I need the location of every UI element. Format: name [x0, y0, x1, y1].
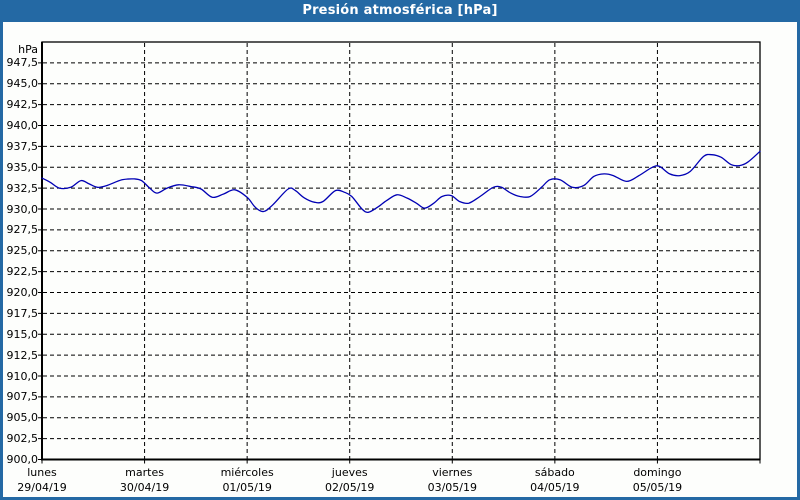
y-axis-tick-label: 922,5 — [6, 265, 39, 279]
x-axis-day-label: domingo — [633, 466, 682, 479]
x-axis-day-label: sábado — [534, 466, 575, 479]
y-axis-tick-label: 912,5 — [6, 348, 39, 362]
x-axis-date-label: 02/05/19 — [325, 481, 375, 494]
y-axis-unit-label: hPa — [18, 43, 38, 56]
y-axis-tick-label: 915,0 — [6, 327, 39, 341]
y-axis-tick-label: 927,5 — [6, 223, 39, 237]
x-axis-date-label: 01/05/19 — [222, 481, 272, 494]
x-axis-day-label: lunes — [27, 466, 57, 479]
y-axis-tick-label: 925,0 — [6, 244, 39, 258]
y-axis-tick-label: 917,5 — [6, 306, 39, 320]
chart-title: Presión atmosférica [hPa] — [3, 0, 797, 22]
y-axis-tick-label: 905,0 — [6, 411, 39, 425]
x-axis-day-label: viernes — [432, 466, 473, 479]
y-axis-tick-label: 932,5 — [6, 181, 39, 195]
x-axis-date-label: 05/05/19 — [632, 481, 683, 494]
x-axis-day-label: jueves — [331, 466, 368, 479]
x-axis-date-label: 30/04/19 — [119, 481, 170, 494]
y-axis-tick-label: 910,0 — [6, 369, 39, 383]
x-axis-date-label: 03/05/19 — [427, 481, 477, 494]
y-axis-tick-label: 937,5 — [6, 139, 39, 153]
y-axis-tick-label: 920,0 — [6, 286, 39, 299]
y-axis-tick-label: 930,0 — [6, 202, 39, 216]
y-axis-tick-label: 945,0 — [6, 77, 39, 91]
x-axis-day-label: miércoles — [220, 466, 274, 479]
y-axis-tick-label: 947,5 — [6, 56, 39, 70]
x-axis-date-label: 04/05/19 — [530, 481, 580, 494]
x-axis-day-label: martes — [125, 466, 164, 479]
pressure-series-line — [41, 150, 761, 213]
y-axis-tick-label: 907,5 — [6, 390, 39, 404]
y-axis-tick-label: 935,0 — [6, 160, 39, 174]
y-axis-tick-label: 940,0 — [6, 119, 39, 132]
y-axis-tick-label: 900,0 — [6, 453, 39, 466]
y-axis-tick-label: 942,5 — [6, 98, 39, 112]
x-axis-date-label: 29/04/19 — [17, 481, 67, 494]
y-axis-tick-label: 902,5 — [6, 432, 39, 446]
